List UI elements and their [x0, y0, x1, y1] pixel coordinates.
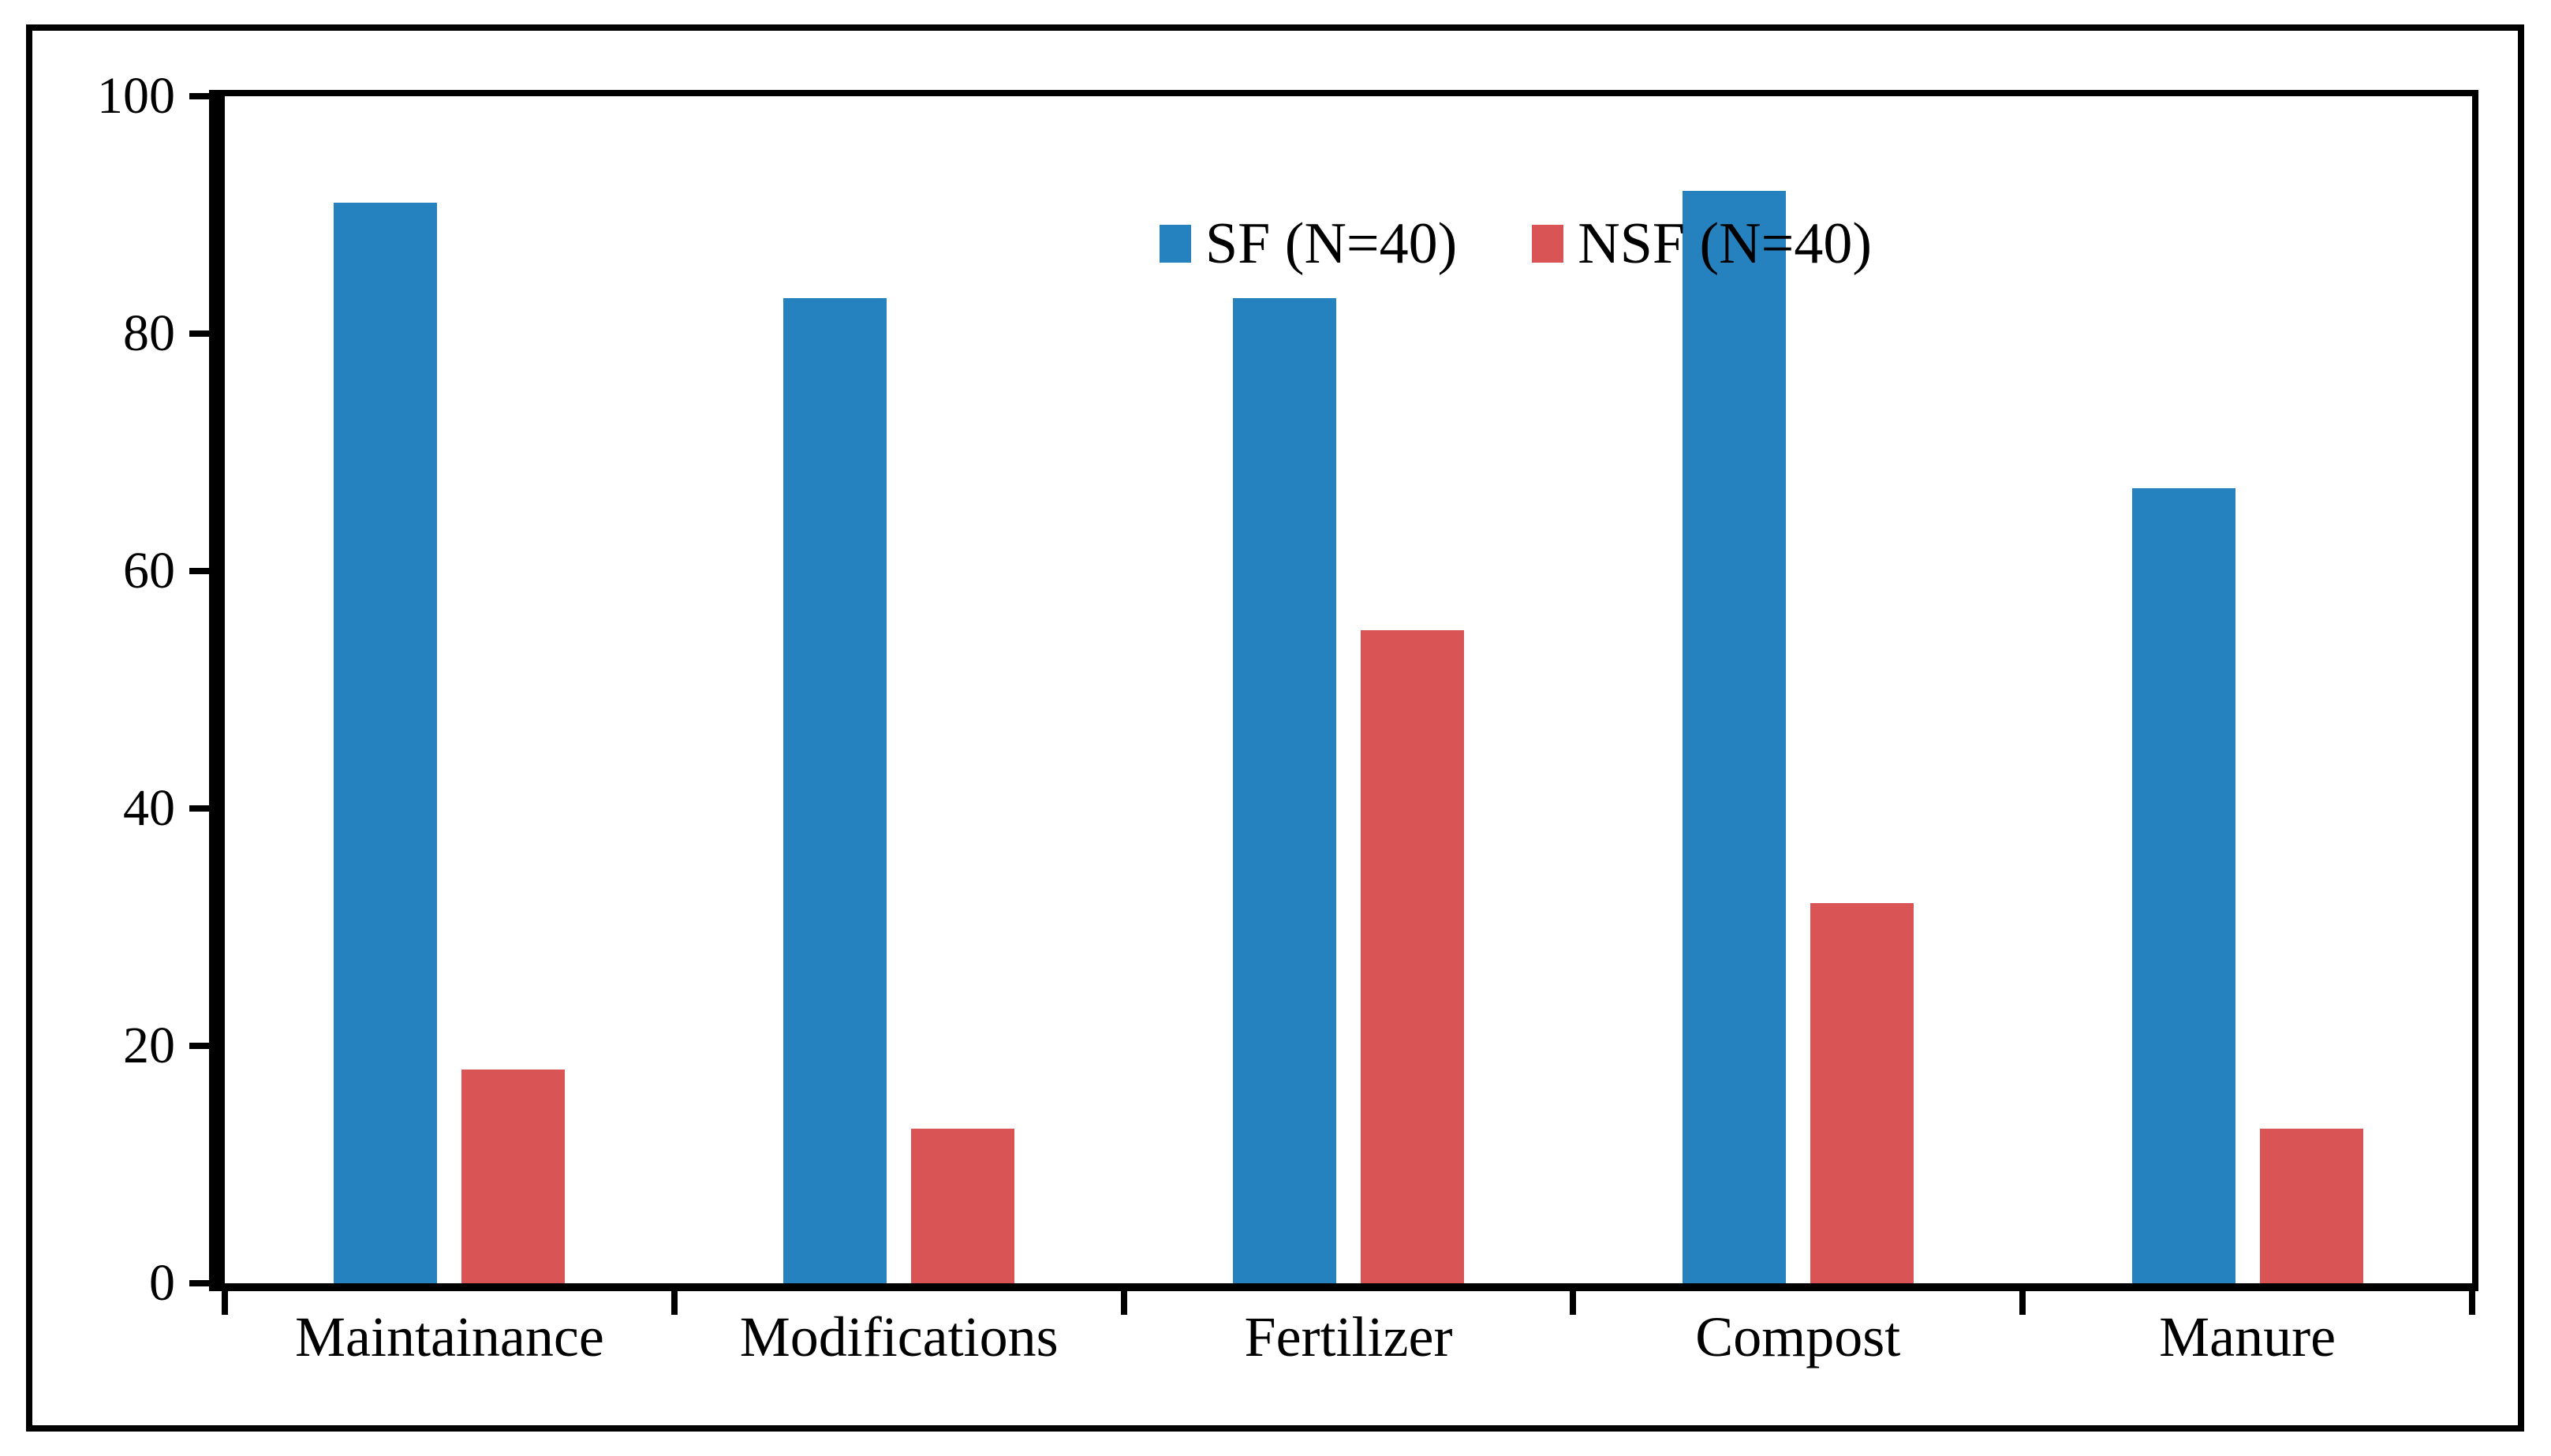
x-tick: [1120, 1291, 1127, 1315]
bar-nsf-fertilizer: [1361, 630, 1464, 1283]
y-tick-label: 0: [149, 1254, 175, 1312]
y-tick-label: 60: [123, 542, 175, 599]
category-label: Modifications: [739, 1305, 1059, 1368]
bar-sf-fertilizer: [1233, 297, 1336, 1283]
legend-entry: NSF (N=40): [1532, 215, 1872, 273]
category-label: Manure: [2159, 1305, 2336, 1368]
y-tick: [189, 330, 210, 337]
y-tick: [189, 1043, 210, 1049]
bar-nsf-maintainance: [461, 1070, 566, 1283]
category-label: Compost: [1695, 1305, 1901, 1368]
bar-sf-manure: [2131, 487, 2235, 1283]
y-tick-label: 80: [123, 304, 175, 362]
legend-label: NSF (N=40): [1578, 211, 1872, 276]
bar-sf-compost: [1682, 191, 1786, 1283]
y-tick: [189, 93, 210, 99]
bar-nsf-modifications: [911, 1129, 1015, 1283]
y-tick-label: 40: [123, 779, 175, 837]
x-tick: [1570, 1291, 1577, 1315]
bar-sf-maintainance: [334, 203, 438, 1283]
legend-entry: SF (N=40): [1160, 215, 1457, 273]
bars-container: [225, 96, 2472, 1283]
x-tick: [670, 1291, 678, 1315]
y-tick-label: 100: [97, 67, 175, 125]
x-tick: [222, 1291, 228, 1315]
bar-nsf-compost: [1810, 903, 1914, 1283]
category-label: Maintainance: [294, 1305, 604, 1368]
legend-swatch-sf: [1160, 225, 1191, 263]
plot-area: SF (N=40) NSF (N=40): [209, 90, 2478, 1291]
y-tick: [189, 1280, 210, 1286]
category-label: Fertilizer: [1244, 1305, 1453, 1368]
y-tick: [189, 568, 210, 574]
legend: SF (N=40) NSF (N=40): [1160, 215, 1872, 273]
x-tick: [2019, 1291, 2026, 1315]
legend-swatch-nsf: [1532, 225, 1564, 263]
y-tick: [189, 805, 210, 812]
x-tick: [2469, 1291, 2475, 1315]
bar-sf-modifications: [783, 297, 887, 1283]
y-tick-label: 20: [123, 1017, 175, 1074]
bar-nsf-manure: [2259, 1129, 2363, 1283]
legend-label: SF (N=40): [1205, 211, 1458, 276]
